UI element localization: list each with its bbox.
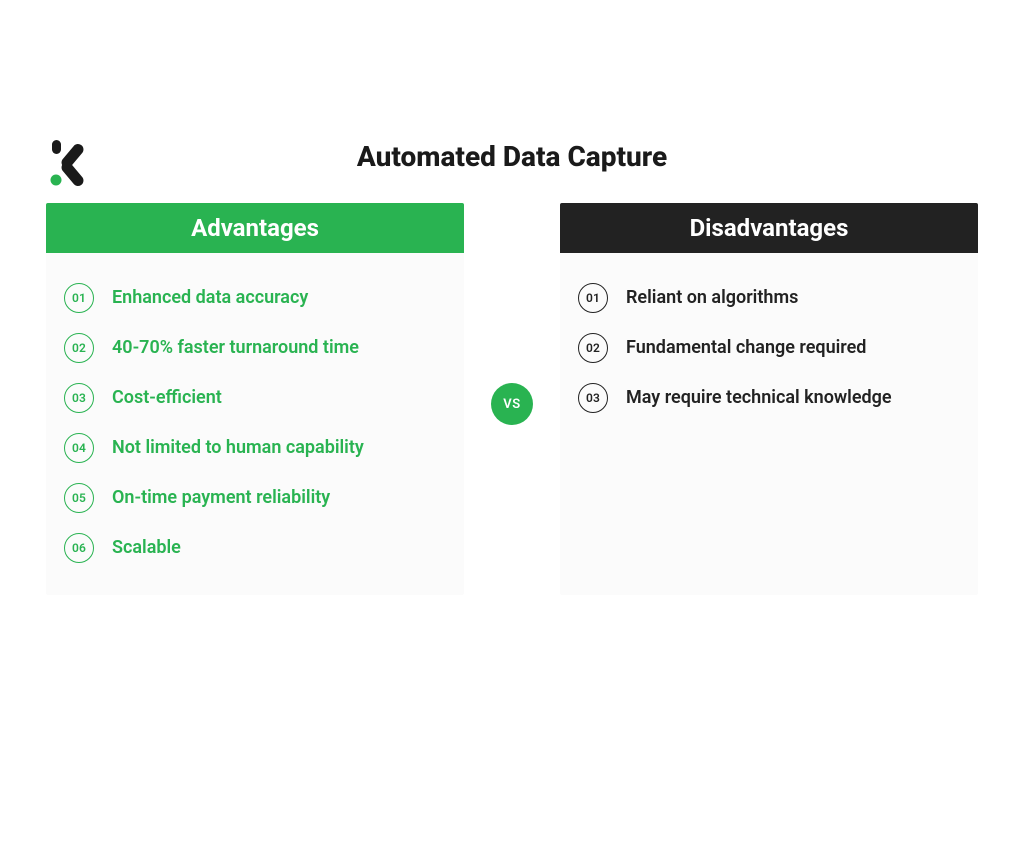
list-item-text: Cost-efficient xyxy=(112,387,222,410)
comparison-columns: Advantages 01 Enhanced data accuracy 02 40-… xyxy=(40,203,984,595)
list-number-badge: 04 xyxy=(64,433,94,463)
list-number-badge: 02 xyxy=(64,333,94,363)
list-item-text: 40-70% faster turnaround time xyxy=(112,337,359,360)
list-number-badge: 06 xyxy=(64,533,94,563)
logo-bar-top xyxy=(52,140,61,154)
advantages-row: 03 Cost-efficient xyxy=(64,373,446,423)
advantages-row: 01 Enhanced data accuracy xyxy=(64,273,446,323)
disadvantages-header: Disadvantages xyxy=(560,203,978,253)
list-item-text: Not limited to human capability xyxy=(112,437,364,460)
list-number-badge: 05 xyxy=(64,483,94,513)
disadvantages-row: 02 Fundamental change required xyxy=(578,323,960,373)
list-item-text: May require technical knowledge xyxy=(626,387,892,410)
advantages-body: 01 Enhanced data accuracy 02 40-70% faster … xyxy=(46,253,464,595)
list-item-text: Fundamental change required xyxy=(626,337,866,360)
list-item-text: Enhanced data accuracy xyxy=(112,287,308,310)
vs-separator: VS xyxy=(464,383,560,425)
list-number-badge: 01 xyxy=(64,283,94,313)
list-item-text: On-time payment reliability xyxy=(112,487,330,510)
advantages-row: 05 On-time payment reliability xyxy=(64,473,446,523)
disadvantages-body: 01 Reliant on algorithms 02 Fundamental cha… xyxy=(560,253,978,595)
disadvantages-row: 03 May require technical knowledge xyxy=(578,373,960,423)
advantages-row: 06 Scalable xyxy=(64,523,446,573)
disadvantages-row: 01 Reliant on algorithms xyxy=(578,273,960,323)
list-number-badge: 01 xyxy=(578,283,608,313)
advantages-row: 04 Not limited to human capability xyxy=(64,423,446,473)
list-number-badge: 03 xyxy=(578,383,608,413)
advantages-row: 02 40-70% faster turnaround time xyxy=(64,323,446,373)
list-number-badge: 03 xyxy=(64,383,94,413)
advantages-header: Advantages xyxy=(46,203,464,253)
list-number-badge: 02 xyxy=(578,333,608,363)
page-title: Automated Data Capture xyxy=(40,140,984,173)
disadvantages-panel: Disadvantages 01 Reliant on algorithms 02 F… xyxy=(560,203,978,595)
brand-logo xyxy=(46,140,90,190)
logo-dot xyxy=(51,175,62,186)
infographic-root: Automated Data Capture Advantages 01 Enha… xyxy=(0,0,1024,853)
advantages-panel: Advantages 01 Enhanced data accuracy 02 40-… xyxy=(46,203,464,595)
vs-badge: VS xyxy=(491,383,533,425)
list-item-text: Scalable xyxy=(112,537,181,560)
list-item-text: Reliant on algorithms xyxy=(626,287,798,310)
